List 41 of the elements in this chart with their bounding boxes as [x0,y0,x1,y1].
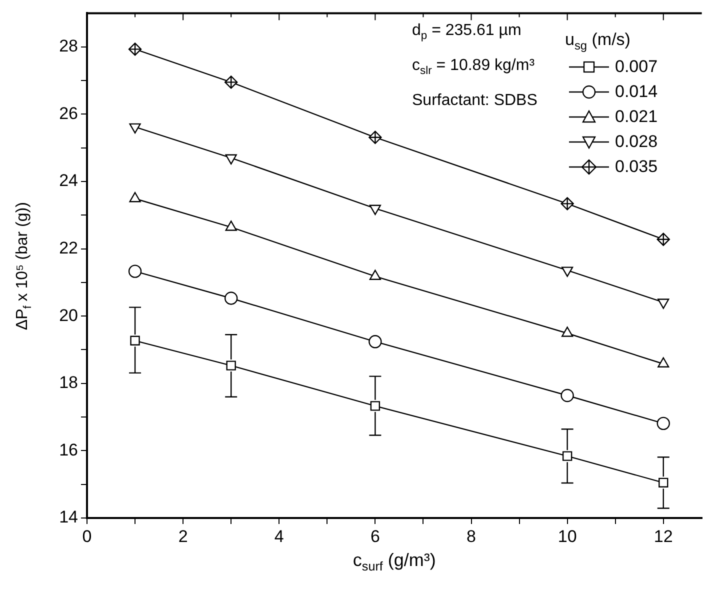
point [225,220,237,231]
point [129,192,141,202]
y-tick-label: 24 [59,171,78,190]
point [562,266,574,277]
point [368,335,382,348]
x-tick-label: 8 [466,526,476,546]
x-tick-label: 6 [370,526,380,546]
y-tick-label: 26 [59,104,78,123]
point [658,298,670,309]
point [656,416,670,430]
x-tick-label: 4 [274,526,284,546]
annotation: Surfactant: SDBS [412,91,538,112]
point [562,451,572,461]
y-tick-label: 16 [59,440,78,460]
annotation: d$_{p}$ = 235.61 µm [412,21,522,44]
point [130,336,140,346]
x-tick-label: 12 [654,526,673,546]
legend-label: 0.014 [615,82,658,102]
x-axis-title: c$_{surf}$ (g/m³) [352,550,436,574]
legend-label: 0.035 [615,156,658,177]
legend-label: 0.021 [615,106,658,127]
legend-title: u$_{sg}$ (m/s) [565,30,632,52]
x-tick-label: 0 [82,526,92,546]
x-tick-label: 10 [558,526,577,546]
annotation: c$_{slr}$ = 10.89 kg/m³ [412,56,536,80]
y-tick-label: 28 [59,36,78,56]
point [128,264,142,278]
y-tick-label: 18 [59,373,78,392]
legend-label: 0.007 [615,56,658,77]
point [226,360,236,370]
point [369,204,381,215]
point [562,326,574,337]
y-tick-label: 14 [59,508,78,527]
point [370,401,380,411]
legend-label: 0.028 [615,132,658,152]
y-tick-label: 20 [59,306,78,325]
point [658,478,668,488]
point [560,388,574,402]
y-tick-label: 22 [59,238,78,258]
x-tick-label: 2 [178,526,188,546]
point [224,292,238,305]
